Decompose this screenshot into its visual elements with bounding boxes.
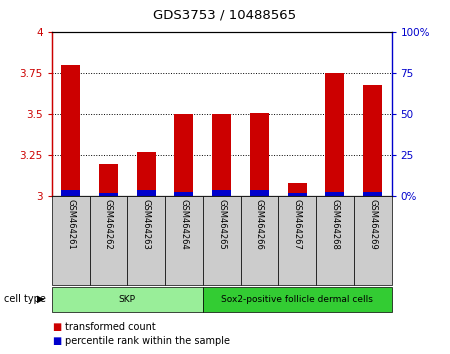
Bar bbox=[99, 193, 118, 196]
Text: GSM464267: GSM464267 bbox=[292, 199, 302, 250]
Bar bbox=[325, 192, 344, 196]
Bar bbox=[90, 196, 127, 285]
Text: GSM464268: GSM464268 bbox=[330, 199, 339, 250]
Bar bbox=[203, 196, 240, 285]
Bar bbox=[363, 192, 382, 196]
Text: GSM464265: GSM464265 bbox=[217, 199, 226, 250]
Bar bbox=[137, 190, 156, 196]
Text: ■: ■ bbox=[52, 336, 61, 346]
Text: ■: ■ bbox=[52, 322, 61, 332]
Text: GSM464266: GSM464266 bbox=[255, 199, 264, 250]
Bar bbox=[250, 113, 269, 196]
Bar bbox=[278, 196, 316, 285]
Text: SKP: SKP bbox=[119, 295, 136, 304]
Bar bbox=[288, 183, 306, 196]
Text: GSM464261: GSM464261 bbox=[66, 199, 75, 250]
Text: transformed count: transformed count bbox=[65, 322, 156, 332]
Bar bbox=[354, 196, 392, 285]
Bar bbox=[203, 287, 392, 312]
Text: cell type: cell type bbox=[4, 294, 46, 304]
Bar bbox=[175, 192, 194, 196]
Bar bbox=[175, 114, 194, 196]
Text: percentile rank within the sample: percentile rank within the sample bbox=[65, 336, 230, 346]
Bar bbox=[52, 287, 203, 312]
Bar bbox=[137, 152, 156, 196]
Bar bbox=[61, 65, 80, 196]
Bar bbox=[52, 196, 90, 285]
Text: GSM464269: GSM464269 bbox=[368, 199, 377, 250]
Text: GSM464263: GSM464263 bbox=[142, 199, 151, 250]
Bar bbox=[165, 196, 203, 285]
Bar bbox=[240, 196, 278, 285]
Bar bbox=[325, 73, 344, 196]
Text: GDS3753 / 10488565: GDS3753 / 10488565 bbox=[153, 9, 297, 22]
Bar bbox=[127, 196, 165, 285]
Bar bbox=[99, 164, 118, 196]
Text: GSM464264: GSM464264 bbox=[180, 199, 189, 250]
Bar bbox=[316, 196, 354, 285]
Bar bbox=[212, 114, 231, 196]
Text: ▶: ▶ bbox=[36, 294, 44, 304]
Bar bbox=[212, 190, 231, 196]
Bar bbox=[250, 190, 269, 196]
Bar bbox=[61, 190, 80, 196]
Text: Sox2-positive follicle dermal cells: Sox2-positive follicle dermal cells bbox=[221, 295, 373, 304]
Bar bbox=[363, 85, 382, 196]
Bar bbox=[288, 193, 306, 196]
Text: GSM464262: GSM464262 bbox=[104, 199, 113, 250]
